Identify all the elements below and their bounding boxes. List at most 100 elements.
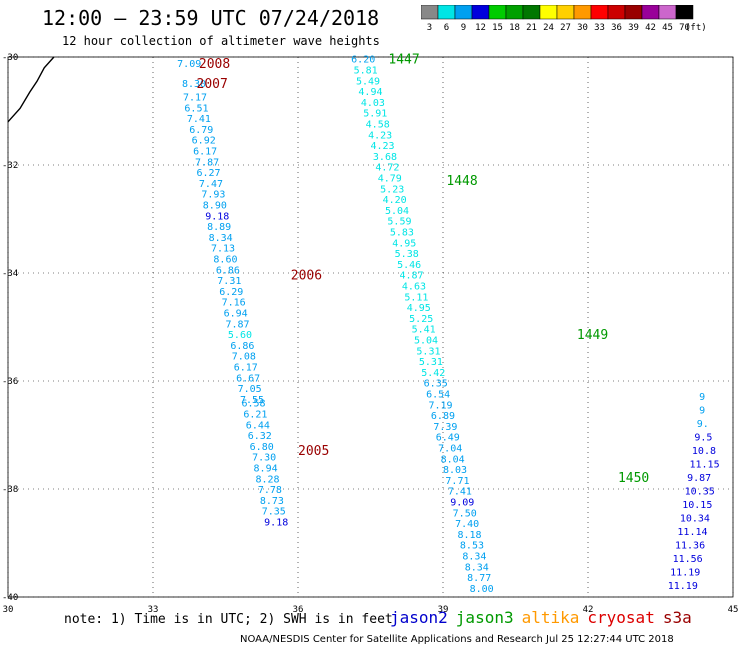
wave-height-value: 7.87 (195, 157, 219, 168)
wave-height-value: 7.08 (232, 352, 256, 363)
colorbar-tick-label: 39 (628, 23, 639, 33)
wave-height-value: 4.23 (371, 141, 395, 152)
wave-height-value: 6.17 (193, 147, 217, 158)
colorbar-unit: (ft) (685, 23, 707, 33)
colorbar: 3 6 9 12 15 18 21 24 27 30 33 36 39 42 45 70 (ft) (421, 5, 707, 33)
pass-number-label: 1449 (577, 328, 608, 343)
wave-height-value: 6.17 (234, 363, 258, 374)
wave-height-value: 7.40 (455, 519, 479, 530)
pass-number-label: 2008 (199, 57, 230, 72)
wave-height-value: 11.56 (673, 554, 703, 565)
wave-height-value: 6.79 (189, 125, 213, 136)
x-tick-label: 36 (293, 605, 304, 615)
wave-height-value: 11.15 (690, 460, 720, 471)
x-tick-label: 42 (583, 605, 594, 615)
wave-height-value: 7.50 (453, 508, 477, 519)
wave-height-value: 8.73 (260, 496, 284, 507)
footer-note: note: 1) Time is in UTC; 2) SWH is in fe… (64, 612, 393, 627)
wave-height-value: 5.23 (380, 184, 404, 195)
wave-height-value: 6.32 (248, 431, 272, 442)
colorbar-tick-label: 9 (461, 23, 466, 33)
wave-height-value: 7.93 (201, 190, 225, 201)
wave-height-value: 9.18 (205, 211, 229, 222)
wave-height-value: 6.89 (431, 411, 455, 422)
credit-line: NOAA/NESDIS Center for Satellite Applica… (240, 634, 674, 645)
wave-height-value: 7.16 (222, 298, 246, 309)
colorbar-tick-label: 42 (645, 23, 656, 33)
wave-height-value: 6.58 (241, 399, 265, 410)
wave-height-value: 6.27 (197, 168, 221, 179)
wave-height-value: 8.90 (203, 201, 227, 212)
wave-height-value: 10.15 (682, 500, 712, 511)
wave-height-value: 5.41 (412, 325, 436, 336)
wave-height-value: 6.51 (184, 103, 208, 114)
wave-height-value: 5.91 (363, 109, 387, 120)
wave-height-value: 5.31 (416, 346, 440, 357)
colorbar-tick-label: 30 (577, 23, 588, 33)
wave-height-value: 5.46 (397, 260, 421, 271)
wave-height-value: 6.35 (424, 379, 448, 390)
wave-height-value: 11.36 (675, 541, 705, 552)
wave-height-value: 7.17 (183, 93, 207, 104)
wave-height-value: 4.20 (383, 195, 407, 206)
wave-height-value: 9.87 (687, 473, 711, 484)
wave-height-value: 8.18 (458, 530, 482, 541)
wave-height-value: 8.94 (254, 463, 278, 474)
wave-height-value: 9.09 (450, 498, 474, 509)
wave-height-value: 8.03 (443, 465, 467, 476)
wave-height-value: 6.92 (192, 136, 216, 147)
wave-height-value: 4.87 (400, 271, 424, 282)
wave-height-value: 9.18 (264, 517, 288, 528)
wave-height-value: 5.04 (414, 336, 438, 347)
colorbar-tick-label: 70 (679, 23, 690, 33)
wave-height-value: 6.29 (219, 287, 243, 298)
legend-item-jason2: jason2 (390, 608, 448, 627)
colorbar-tick-label: 24 (543, 23, 554, 33)
colorbar-tick-label: 6 (444, 23, 449, 33)
wave-height-value: 4.95 (407, 303, 431, 314)
colorbar-tick-label: 36 (611, 23, 622, 33)
wave-height-value: 5.25 (409, 314, 433, 325)
x-tick-label: 45 (728, 605, 739, 615)
wave-height-value: 5.11 (404, 292, 428, 303)
wave-height-value: 5.60 (228, 330, 252, 341)
wave-height-value: 8.30 (182, 79, 206, 90)
y-tick-label: -38 (2, 485, 18, 495)
wave-height-value: 9 (699, 392, 705, 403)
y-tick-label: -32 (2, 161, 18, 171)
wave-height-value: 11.14 (677, 527, 707, 538)
wave-height-value: 10.35 (685, 487, 715, 498)
colorbar-tick-label: 15 (492, 23, 503, 33)
colorbar-tick-label: 27 (560, 23, 571, 33)
y-tick-label: -40 (2, 593, 18, 603)
wave-height-value: 9. (697, 419, 709, 430)
chart-title: 12:00 – 23:59 UTC 07/24/2018 (42, 6, 380, 30)
wave-height-value: 6.86 (230, 341, 254, 352)
wave-height-value: 7.87 (226, 319, 250, 330)
wave-height-value: 8.53 (460, 541, 484, 552)
legend-item-cryosat: cryosat (587, 608, 655, 627)
wave-height-value: 4.94 (358, 87, 382, 98)
wave-height-value: 4.95 (392, 238, 416, 249)
colorbar-tick-label: 33 (594, 23, 605, 33)
wave-height-value: 7.35 (262, 507, 286, 518)
wave-height-value: 6.94 (224, 309, 248, 320)
wave-height-value: 3.68 (373, 152, 397, 163)
satellite-legend: jason2 jason3 altika cryosat s3a (390, 608, 700, 627)
wave-height-value: 4.63 (402, 282, 426, 293)
wave-height-value: 7.09 (177, 59, 201, 70)
wave-height-value: 11.19 (668, 581, 698, 592)
colorbar-tick-label: 18 (509, 23, 520, 33)
wave-height-value: 11.19 (670, 568, 700, 579)
wave-height-value: 6.44 (246, 420, 270, 431)
wave-height-value: 5.59 (387, 217, 411, 228)
wave-height-value: 7.71 (445, 476, 469, 487)
wave-height-value: 9 (699, 406, 705, 417)
wave-height-value: 8.28 (255, 474, 279, 485)
wave-height-value: 5.83 (390, 228, 414, 239)
pass-number-label: 2007 (197, 77, 228, 92)
wave-height-value: 9.5 (694, 433, 712, 444)
wave-height-value: 5.31 (419, 357, 443, 368)
wave-height-value: 7.47 (199, 179, 223, 190)
